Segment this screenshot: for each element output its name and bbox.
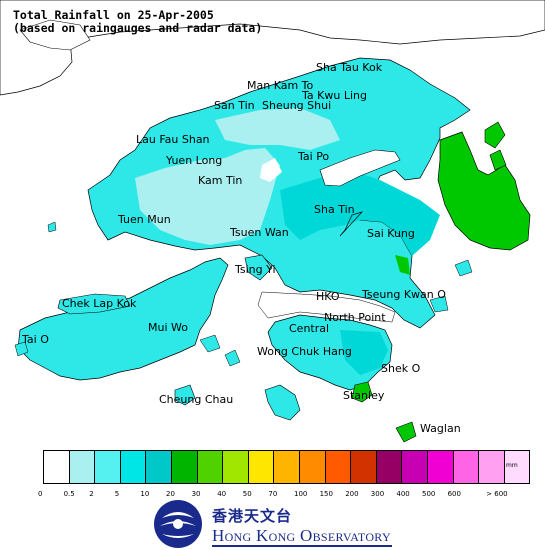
place-label-tseung-kwan-o: Tseung Kwan O [362, 288, 446, 301]
legend-tick-label: > 600 [486, 490, 508, 498]
legend-tick-label: 5 [114, 490, 120, 498]
place-label-wong-chuk-hang: Wong Chuk Hang [257, 345, 352, 358]
place-label-tai-o: Tai O [22, 333, 49, 346]
legend-swatch [196, 450, 224, 484]
legend-tick-label: 600 [447, 490, 461, 498]
legend-swatch [145, 450, 172, 484]
place-label-san-tin: San Tin [214, 99, 255, 112]
place-label-tuen-mun: Tuen Mun [118, 213, 171, 226]
logo-underline [212, 545, 392, 547]
legend-tick-label: 50 [242, 490, 252, 498]
place-label-tsuen-wan: Tsuen Wan [230, 226, 289, 239]
legend-swatch [94, 450, 121, 484]
legend-tick-label: 40 [217, 490, 227, 498]
legend-swatch [350, 450, 377, 484]
place-label-chek-lap-kok: Chek Lap Kok [62, 297, 137, 310]
legend-tick-label: 150 [319, 490, 333, 498]
place-label-ta-kwu-ling: Ta Kwu Ling [302, 89, 367, 102]
legend-swatch [171, 450, 198, 484]
place-label-stanley: Stanley [343, 389, 385, 402]
legend-swatch [375, 450, 403, 484]
place-label-sheung-shui: Sheung Shui [262, 99, 332, 112]
place-label-tsing-yi: Tsing Yi [235, 263, 276, 276]
lantau-island [17, 257, 229, 381]
place-label-yuen-long: Yuen Long [166, 154, 223, 167]
legend-unit: mm [506, 462, 518, 469]
legend-swatch [119, 450, 147, 484]
place-label-mui-wo: Mui Wo [148, 321, 188, 334]
legend-tick-label: 400 [396, 490, 410, 498]
mainland-china [0, 0, 545, 96]
legend-swatch [324, 450, 352, 484]
legend-swatch [503, 450, 531, 484]
sai-kung-green [437, 131, 531, 251]
hko-logo-icon [154, 500, 202, 548]
legend-tick-label: 500 [422, 490, 436, 498]
place-label-waglan: Waglan [420, 422, 461, 435]
legend-swatch [43, 450, 70, 484]
place-label-cheung-chau: Cheung Chau [159, 393, 234, 406]
legend-tick-label: 300 [370, 490, 385, 498]
legend-swatch [222, 450, 249, 484]
legend-tick-label: 200 [345, 490, 359, 498]
legend-swatch [68, 450, 96, 484]
legend-tick-label: 30 [191, 490, 201, 498]
place-label-north-point: North Point [324, 311, 386, 324]
legend-tick-label: 0 [38, 490, 43, 498]
map-title: Total Rainfall on 25-Apr-2005 [13, 8, 214, 22]
legend-swatch [427, 450, 454, 484]
legend-swatch [299, 450, 326, 484]
legend-swatch [452, 450, 480, 484]
place-label-sai-kung: Sai Kung [367, 227, 415, 240]
place-label-kam-tin: Kam Tin [198, 174, 243, 187]
place-label-lau-fau-shan: Lau Fau Shan [136, 133, 210, 146]
legend-tick-label: 70 [268, 490, 278, 498]
rainfall-map [0, 0, 545, 443]
place-label-sha-tau-kok: Sha Tau Kok [316, 61, 383, 74]
legend-swatch [273, 450, 300, 484]
logo-chinese-text: 香港天文台 [212, 507, 293, 525]
legend-swatch [247, 450, 275, 484]
legend-tick-label: 20 [166, 490, 175, 498]
logo-english-text: Hong Kong Observatory [212, 526, 391, 545]
place-label-tai-po: Tai Po [298, 150, 330, 163]
place-label-shek-o: Shek O [381, 362, 421, 375]
legend-tick-label: 10 [140, 490, 150, 498]
place-label-man-kam-to: Man Kam To [247, 79, 314, 92]
legend-tick-label: 2 [89, 490, 94, 498]
legend-swatch [401, 450, 428, 484]
legend-tick-label: 0.5 [63, 490, 75, 498]
legend-tick-label: 100 [294, 490, 308, 498]
legend-swatch [478, 450, 505, 484]
map-subtitle: (based on raingauges and radar data) [13, 21, 263, 35]
place-label-hko: HKO [316, 290, 340, 303]
place-label-central: Central [289, 322, 330, 335]
place-label-sha-tin: Sha Tin [314, 203, 355, 216]
